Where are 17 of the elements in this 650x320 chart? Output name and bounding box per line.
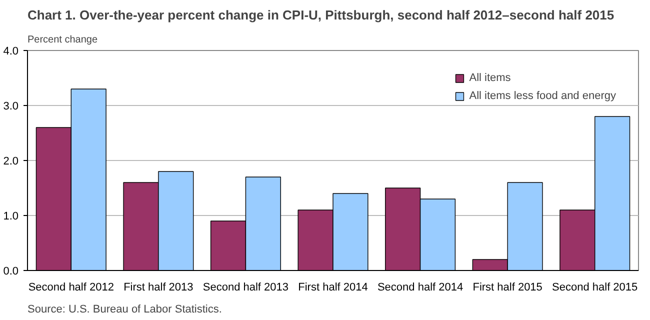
y-tick-label: 0.0	[3, 266, 19, 278]
y-axis-title: Percent change	[28, 34, 98, 46]
chart-title: Chart 1. Over-the-year percent change in CPI-U, Pittsburgh, second half 2012–second half 2015	[28, 8, 614, 22]
legend-label: All items less food and energy	[469, 90, 616, 102]
x-tick-label: Second half 2013	[202, 282, 289, 294]
y-tick-label: 1.0	[3, 210, 19, 222]
y-tick-label: 4.0	[3, 46, 19, 58]
x-tick-label: Second half 2015	[552, 282, 638, 294]
x-tick-label: First half 2015	[472, 282, 542, 294]
x-tick-label: Second half 2014	[377, 282, 464, 294]
x-tick-label: Second half 2012	[28, 282, 114, 294]
source-note: Source: U.S. Bureau of Labor Statistics.	[28, 304, 222, 316]
y-tick-label: 2.0	[3, 156, 19, 168]
y-tick-label: 3.0	[3, 100, 19, 112]
legend-label: All items	[469, 72, 511, 84]
x-tick-label: First half 2013	[124, 282, 194, 294]
x-tick-label: First half 2014	[298, 282, 368, 294]
